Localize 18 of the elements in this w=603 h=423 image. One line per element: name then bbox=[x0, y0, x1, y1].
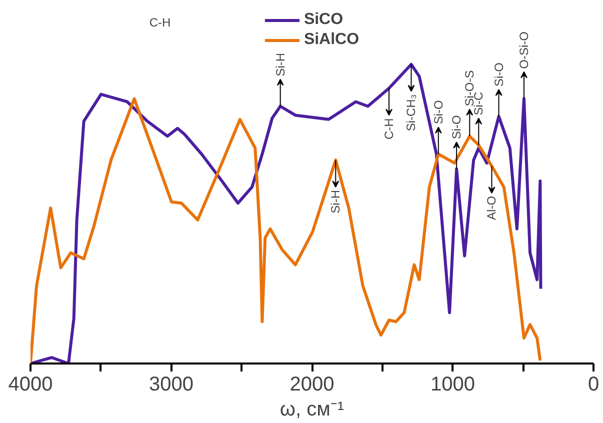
annotation: C-H bbox=[382, 118, 396, 140]
x-tick-label: 4000 bbox=[8, 374, 53, 396]
annotation: Si-H bbox=[328, 190, 343, 214]
annotation: O-Si-O bbox=[516, 31, 531, 69]
legend-label: SiAlCO bbox=[304, 31, 360, 49]
annotation: Si-CH₃ bbox=[404, 94, 418, 132]
annotation: Al-O bbox=[484, 196, 499, 220]
x-axis-title: ω, см⁻¹ bbox=[280, 398, 344, 420]
x-tick-label: 2000 bbox=[290, 374, 334, 396]
annotation: Si-O bbox=[450, 115, 464, 140]
legend-label: SiCO bbox=[304, 11, 344, 29]
annotation: Si-O bbox=[492, 62, 506, 86]
text: C-H bbox=[149, 15, 171, 30]
x-tick-label: 3000 bbox=[149, 374, 194, 396]
x-tick-label: 0 bbox=[588, 374, 600, 396]
x-tick-label: 1000 bbox=[430, 374, 476, 396]
annotation: Si-H bbox=[273, 52, 288, 76]
annotation: Si-O bbox=[431, 100, 446, 124]
